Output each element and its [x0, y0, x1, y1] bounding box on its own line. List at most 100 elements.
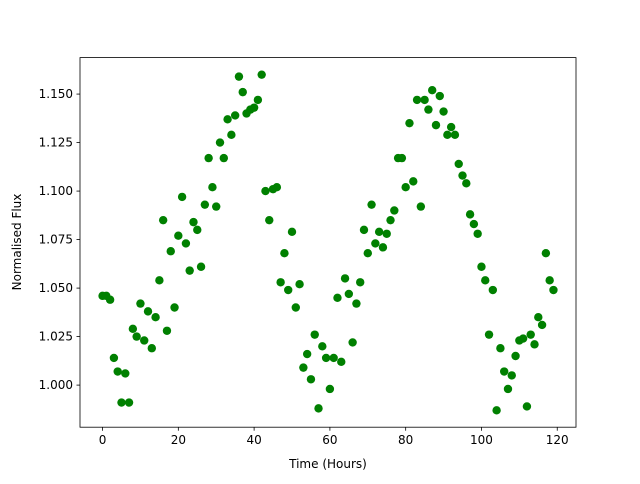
point — [481, 276, 490, 285]
point — [261, 186, 270, 196]
point — [469, 219, 479, 229]
point — [530, 340, 539, 349]
point — [534, 312, 543, 322]
point — [208, 183, 217, 192]
point — [329, 353, 338, 363]
point — [537, 320, 547, 330]
point — [363, 248, 372, 258]
point — [124, 398, 134, 407]
point — [321, 353, 331, 363]
point — [458, 171, 467, 180]
point — [113, 367, 122, 376]
point — [295, 280, 304, 289]
point — [511, 351, 520, 361]
point — [371, 239, 380, 248]
point — [287, 227, 297, 237]
point — [227, 130, 236, 140]
point — [333, 293, 342, 302]
point — [488, 285, 498, 295]
point — [507, 371, 516, 380]
point — [105, 295, 115, 304]
y-tick-label: 1.125 — [39, 136, 73, 150]
point — [484, 330, 494, 339]
point — [253, 95, 263, 105]
point — [477, 262, 486, 271]
point — [492, 406, 501, 415]
point — [367, 200, 376, 209]
point — [382, 229, 391, 238]
point — [390, 206, 399, 215]
point — [109, 353, 119, 363]
point — [249, 103, 259, 112]
point — [348, 338, 357, 347]
point — [284, 285, 293, 295]
point — [117, 398, 126, 407]
point — [299, 363, 308, 372]
point — [443, 130, 452, 140]
point — [356, 278, 365, 287]
point — [446, 122, 456, 132]
point — [177, 192, 187, 202]
point — [424, 105, 433, 114]
point — [496, 344, 505, 353]
point — [473, 229, 482, 238]
x-tick-label: 20 — [171, 433, 186, 447]
y-tick-label: 1.025 — [39, 330, 73, 344]
point — [428, 85, 437, 95]
x-tick-label: 100 — [470, 433, 493, 447]
point — [374, 227, 384, 237]
point — [518, 334, 528, 343]
point — [230, 111, 240, 120]
point — [435, 91, 444, 101]
point — [454, 159, 463, 169]
x-tick-label: 80 — [398, 433, 413, 447]
y-tick-label: 1.150 — [39, 87, 73, 101]
point — [158, 215, 168, 225]
x-tick-label: 0 — [99, 433, 107, 447]
point — [439, 107, 448, 116]
point — [306, 375, 316, 384]
point — [499, 367, 509, 376]
point — [405, 118, 414, 128]
point — [174, 231, 183, 240]
point — [397, 153, 407, 163]
point — [204, 153, 213, 163]
y-tick-label: 1.100 — [39, 184, 73, 198]
point — [166, 247, 175, 256]
point — [302, 349, 312, 359]
point — [401, 183, 410, 192]
y-tick-label: 1.050 — [39, 281, 73, 295]
x-tick-label: 120 — [546, 433, 569, 447]
point — [545, 276, 554, 285]
point — [344, 289, 354, 299]
point — [291, 303, 300, 312]
point — [549, 285, 558, 295]
point — [412, 95, 422, 105]
point — [200, 200, 210, 209]
point — [409, 177, 418, 186]
point — [181, 239, 191, 248]
point — [386, 215, 395, 225]
point — [318, 342, 327, 351]
point — [337, 357, 346, 367]
point — [215, 138, 225, 147]
point — [450, 130, 460, 140]
point — [143, 307, 153, 316]
point — [416, 202, 426, 211]
x-axis-label: Time (Hours) — [288, 457, 367, 471]
point — [352, 299, 361, 308]
point — [185, 266, 194, 275]
point — [223, 115, 232, 124]
point — [193, 225, 202, 235]
point — [272, 183, 282, 192]
point — [276, 278, 285, 287]
point — [310, 330, 319, 339]
point — [132, 332, 141, 341]
point — [189, 217, 198, 227]
point — [151, 312, 160, 322]
point — [128, 324, 138, 334]
point — [280, 248, 289, 258]
point — [462, 179, 471, 188]
